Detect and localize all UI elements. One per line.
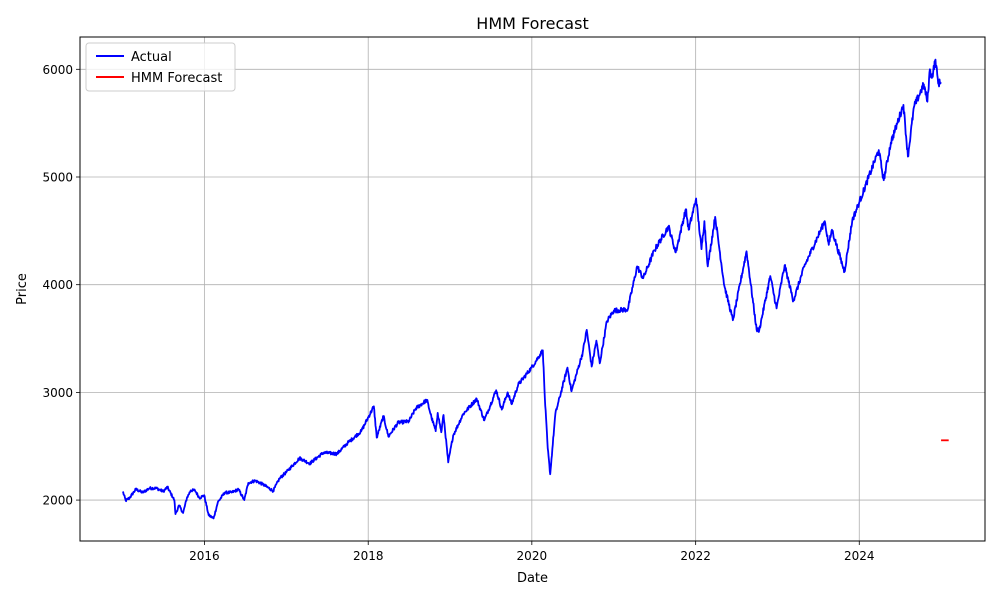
x-tick-label: 2018 bbox=[353, 549, 384, 563]
y-axis-label: Price bbox=[15, 273, 30, 305]
axis-ticks: 2016 2018 2020 2022 2024 2000 3000 4000 5000 6000 bbox=[42, 63, 874, 563]
legend: Actual HMM Forecast bbox=[85, 42, 236, 92]
x-tick-label: 2024 bbox=[844, 549, 875, 563]
y-tick-label: 2000 bbox=[42, 494, 73, 508]
plot-frame bbox=[79, 36, 986, 542]
plot-data bbox=[121, 58, 949, 520]
x-tick-label: 2022 bbox=[680, 549, 711, 563]
y-tick-label: 6000 bbox=[42, 63, 73, 77]
grid bbox=[80, 37, 985, 541]
x-axis-label: Date bbox=[517, 571, 548, 586]
legend-label-hmm-forecast: HMM Forecast bbox=[131, 71, 222, 86]
y-tick-label: 5000 bbox=[42, 171, 73, 185]
actual-line bbox=[121, 58, 942, 520]
legend-label-actual: Actual bbox=[131, 50, 172, 65]
y-tick-label: 3000 bbox=[42, 386, 73, 400]
x-tick-label: 2016 bbox=[189, 549, 220, 563]
x-tick-label: 2020 bbox=[517, 549, 548, 563]
chart-title: HMM Forecast bbox=[476, 14, 588, 33]
y-tick-label: 4000 bbox=[42, 278, 73, 292]
